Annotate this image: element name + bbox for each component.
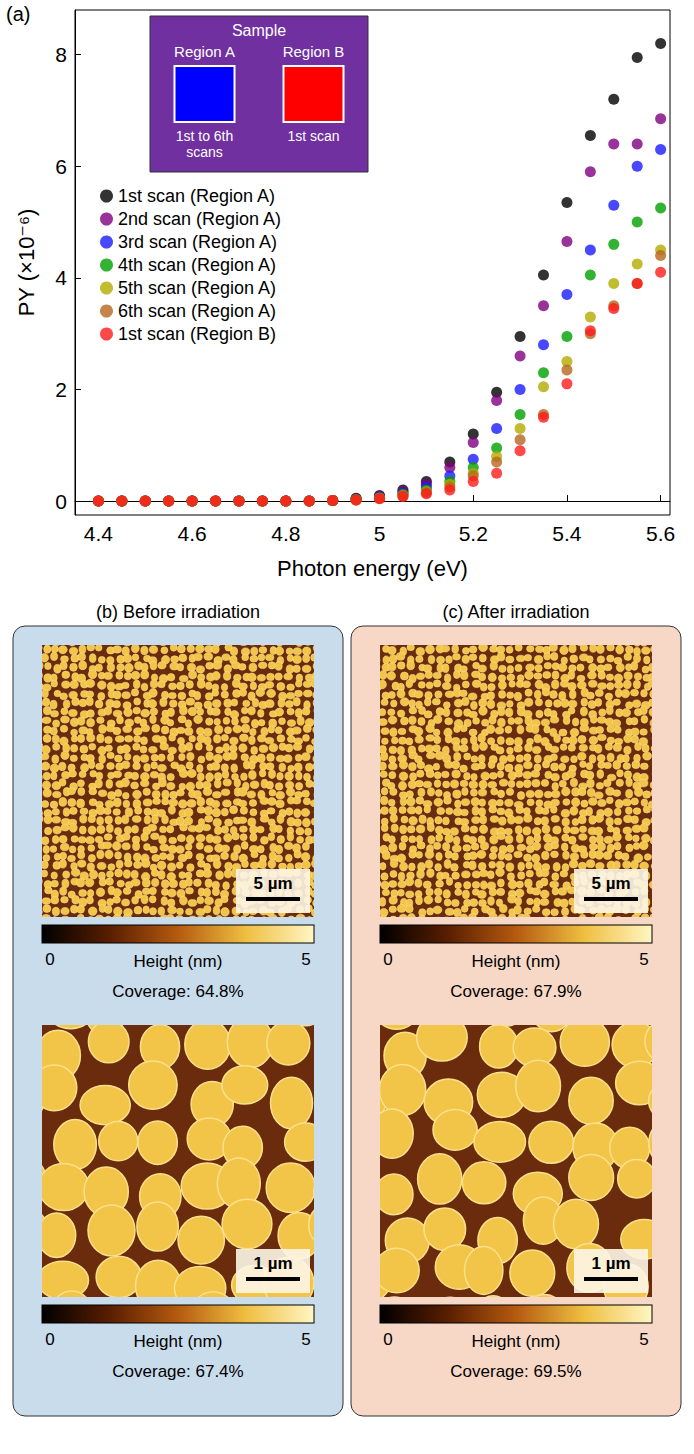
svg-text:1st scan (Region B): 1st scan (Region B): [118, 324, 276, 344]
svg-text:1st scan (Region A): 1st scan (Region A): [118, 186, 275, 206]
svg-text:1st scan: 1st scan: [287, 128, 339, 144]
svg-text:5.2: 5.2: [459, 522, 488, 545]
svg-text:5.6: 5.6: [646, 522, 675, 545]
svg-text:0: 0: [383, 1330, 392, 1349]
svg-text:5: 5: [301, 1330, 310, 1349]
svg-text:8: 8: [55, 43, 67, 66]
svg-text:0: 0: [383, 950, 392, 969]
svg-text:4.4: 4.4: [84, 522, 114, 545]
svg-text:5th scan (Region A): 5th scan (Region A): [118, 278, 276, 298]
svg-text:Height (nm): Height (nm): [472, 1332, 561, 1351]
svg-text:1 µm: 1 µm: [253, 1254, 292, 1273]
svg-text:Photon energy (eV): Photon energy (eV): [277, 556, 468, 581]
svg-text:6: 6: [55, 155, 67, 178]
svg-text:4th scan (Region A): 4th scan (Region A): [118, 255, 276, 275]
svg-text:5: 5: [639, 1330, 648, 1349]
svg-text:5: 5: [639, 950, 648, 969]
svg-text:5 µm: 5 µm: [253, 874, 292, 893]
svg-text:PY (×10⁻⁶): PY (×10⁻⁶): [14, 209, 39, 317]
svg-text:3rd scan (Region A): 3rd scan (Region A): [118, 232, 277, 252]
svg-text:(c) After irradiation: (c) After irradiation: [442, 602, 589, 622]
svg-text:Region B: Region B: [283, 43, 345, 60]
svg-text:2: 2: [55, 378, 67, 401]
svg-text:Height (nm): Height (nm): [134, 1332, 223, 1351]
svg-text:0: 0: [55, 490, 67, 513]
svg-text:5.4: 5.4: [552, 522, 582, 545]
svg-text:4.8: 4.8: [271, 522, 300, 545]
svg-text:5: 5: [374, 522, 386, 545]
svg-text:1st to 6th: 1st to 6th: [176, 128, 234, 144]
svg-text:Region A: Region A: [174, 43, 235, 60]
svg-text:2nd scan (Region A): 2nd scan (Region A): [118, 209, 281, 229]
svg-text:0: 0: [45, 950, 54, 969]
svg-text:5: 5: [301, 950, 310, 969]
svg-text:Height (nm): Height (nm): [472, 952, 561, 971]
svg-text:4: 4: [55, 266, 67, 289]
svg-text:Coverage: 67.4%: Coverage: 67.4%: [112, 1362, 243, 1381]
svg-text:Coverage: 69.5%: Coverage: 69.5%: [450, 1362, 581, 1381]
svg-text:Coverage: 67.9%: Coverage: 67.9%: [450, 982, 581, 1001]
svg-text:0: 0: [45, 1330, 54, 1349]
svg-text:(b) Before irradiation: (b) Before irradiation: [96, 602, 260, 622]
svg-text:scans: scans: [186, 144, 223, 160]
svg-text:Coverage: 64.8%: Coverage: 64.8%: [112, 982, 243, 1001]
svg-text:5 µm: 5 µm: [591, 874, 630, 893]
svg-text:Sample: Sample: [232, 22, 286, 39]
svg-text:Height (nm): Height (nm): [134, 952, 223, 971]
svg-text:4.6: 4.6: [178, 522, 207, 545]
svg-text:(a): (a): [6, 3, 30, 25]
svg-text:1 µm: 1 µm: [591, 1254, 630, 1273]
svg-text:6th scan (Region A): 6th scan (Region A): [118, 301, 276, 321]
